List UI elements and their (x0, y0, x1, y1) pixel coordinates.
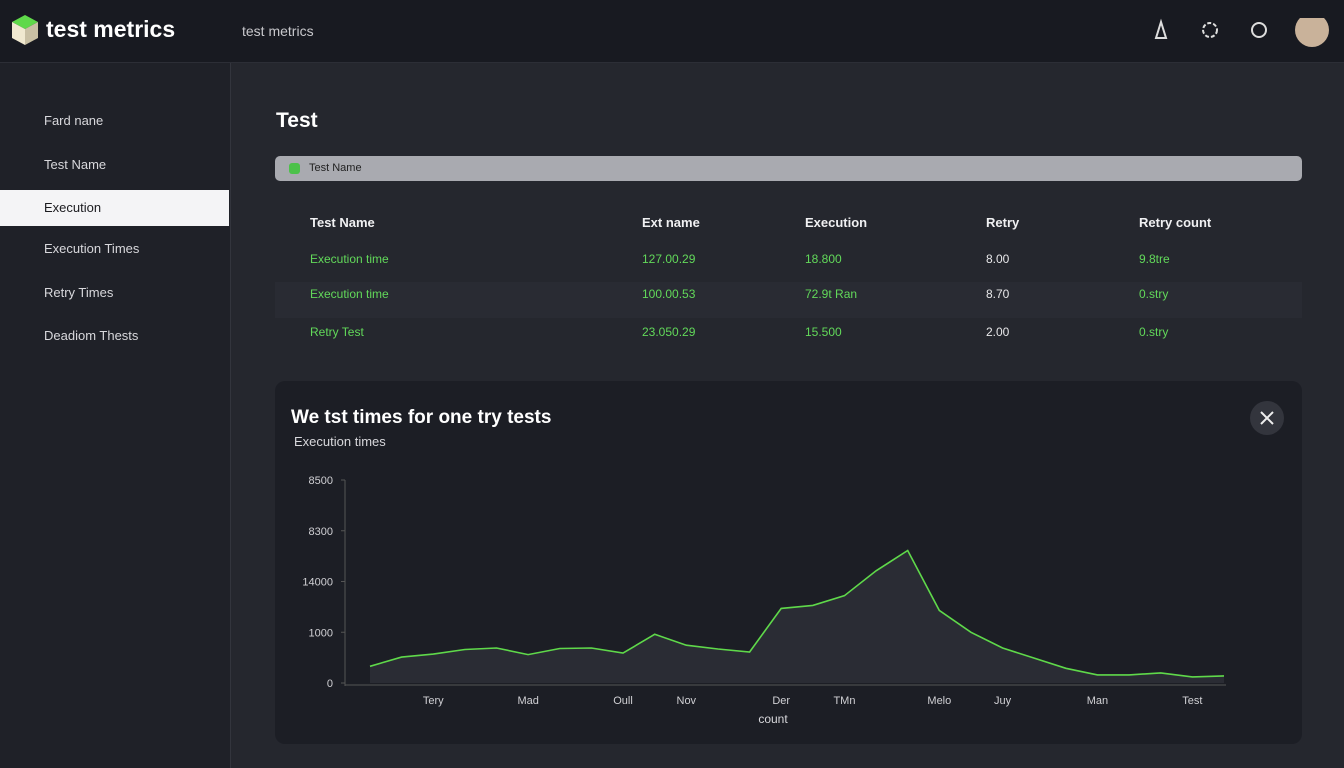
nav-item[interactable]: Deadiom Thests (44, 328, 139, 343)
logo-icon (12, 15, 38, 45)
settings-icon[interactable] (1202, 22, 1218, 38)
table-cell: 72.9t Ran (805, 287, 858, 301)
chart-panel (275, 381, 1302, 744)
top-bar: test metrics test metrics (0, 0, 1344, 63)
table-cell: 2.00 (986, 325, 1010, 339)
line (369, 549, 1225, 678)
column-header[interactable]: Test Name (310, 215, 375, 230)
table-cell: 18.800 (805, 252, 842, 266)
column-header[interactable]: Execution (805, 215, 868, 230)
y-tick-label: 8500 (309, 475, 333, 487)
avatar[interactable] (1295, 18, 1329, 47)
page-title: Test (276, 109, 318, 132)
table-cell: Execution time (310, 252, 389, 266)
x-tick-label: Der (772, 695, 790, 707)
x-tick-label: Test (1182, 695, 1202, 707)
x-axis-label: count (758, 712, 788, 726)
x-tick-label: Melo (927, 695, 951, 707)
chart-title: We tst times for one try tests (291, 407, 551, 428)
area (370, 550, 1224, 683)
column-header[interactable]: Ext name (642, 215, 700, 230)
nav-item[interactable]: Fard nane (44, 113, 104, 128)
table-cell: Execution time (310, 287, 389, 301)
sidebar: Fard nane Test Name Execution Execution Tim… (0, 63, 231, 768)
x-tick-label: Tery (423, 695, 444, 707)
table-cell: 100.00.53 (642, 287, 696, 301)
table-cell: 15.500 (805, 325, 842, 339)
search-icon[interactable] (1251, 22, 1267, 38)
toolbar-icons (1154, 18, 1329, 47)
column-header[interactable]: Retry count (1139, 215, 1212, 230)
filter-label: Test Name (309, 162, 362, 174)
table-cell: 0.stry (1139, 287, 1169, 301)
logo[interactable]: test metrics (46, 16, 176, 42)
table-cell: 23.050.29 (642, 325, 696, 339)
column-header[interactable]: Retry (986, 215, 1020, 230)
x-tick-label: Mad (517, 695, 538, 707)
nav-item[interactable]: Execution (0, 190, 229, 226)
y-tick-label: 0 (327, 678, 333, 690)
chart-subtitle: Execution times (294, 434, 386, 449)
nav-item[interactable]: Retry Times (44, 285, 114, 300)
x-tick-label: Juy (994, 695, 1012, 707)
table-cell: 8.00 (986, 252, 1010, 266)
x-tick-label: Nov (677, 695, 697, 707)
table-cell: 127.00.29 (642, 252, 696, 266)
table-cell: 9.8tre (1139, 252, 1170, 266)
row-background (275, 282, 1302, 318)
x-tick-label: Man (1087, 695, 1108, 707)
nav-item[interactable]: Execution Times (44, 241, 140, 256)
table-cell: Retry Test (310, 325, 364, 339)
x-tick-label: Oull (613, 695, 633, 707)
breadcrumb[interactable]: test metrics (242, 23, 314, 39)
filter-bar[interactable]: Test Name (275, 156, 1302, 181)
y-tick-label: 1000 (309, 627, 333, 639)
nav-item[interactable]: Test Name (44, 157, 107, 172)
y-tick-label: 14000 (302, 577, 333, 589)
alert-icon[interactable] (1154, 18, 1168, 39)
x-tick-label: TMn (833, 695, 855, 707)
close-icon (1260, 411, 1274, 425)
y-tick-label: 8300 (309, 526, 333, 538)
table-cell: 0.stry (1139, 325, 1169, 339)
table-cell: 8.70 (986, 287, 1010, 301)
